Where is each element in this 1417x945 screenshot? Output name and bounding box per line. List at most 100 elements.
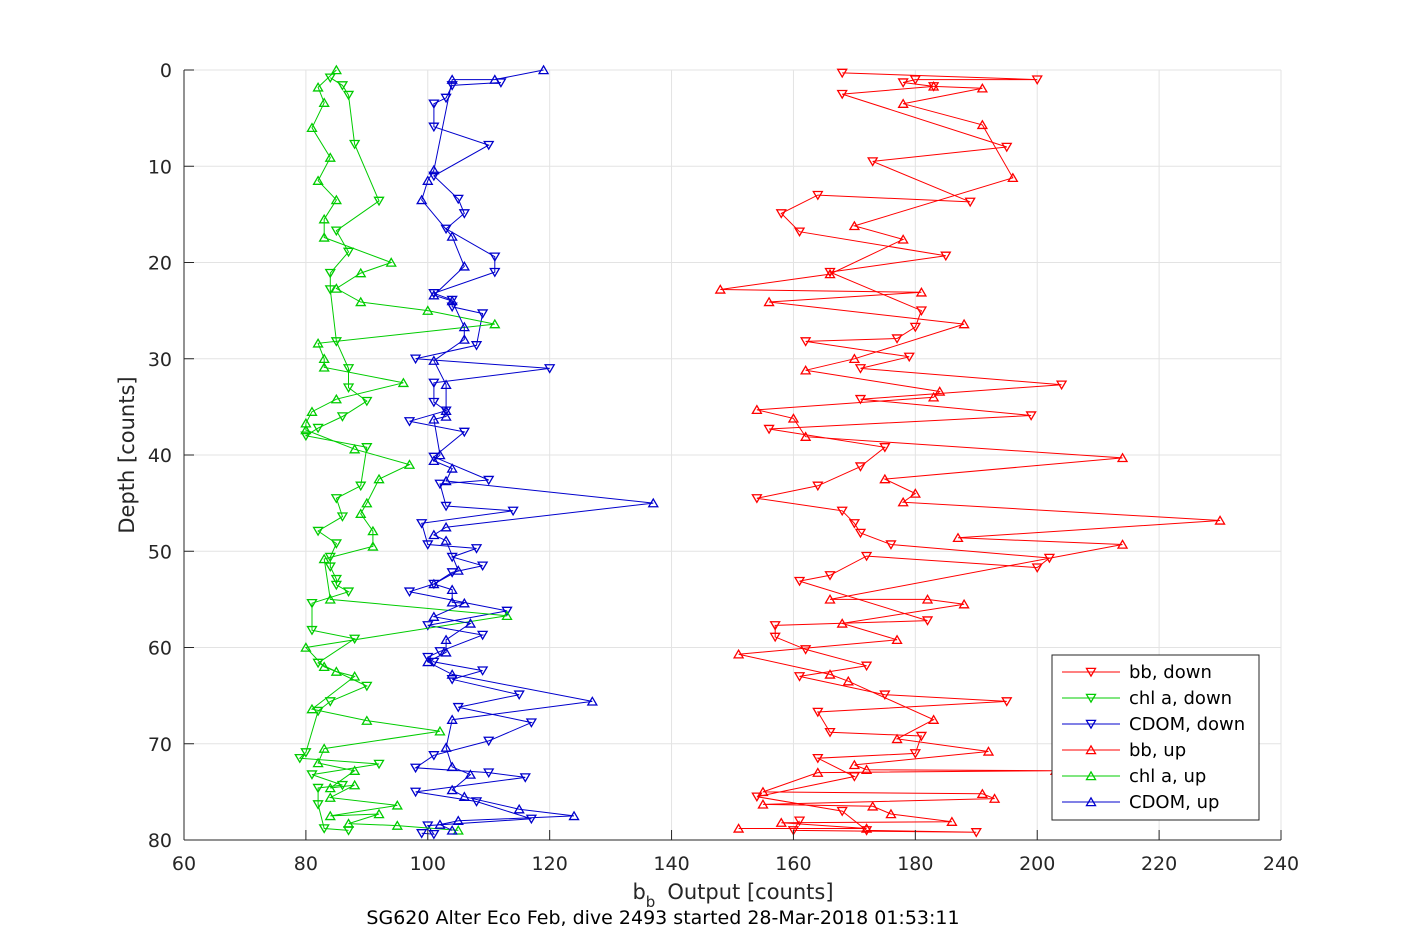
data-point-marker xyxy=(537,64,550,75)
data-point-marker xyxy=(751,404,763,415)
y-tick-label: 0 xyxy=(160,60,172,82)
data-point-marker xyxy=(434,725,446,736)
data-point-marker xyxy=(934,386,946,396)
data-point-marker xyxy=(330,494,342,504)
data-point-marker xyxy=(958,598,970,609)
data-point-marker xyxy=(330,226,342,237)
data-point-marker xyxy=(446,761,458,772)
data-point-marker xyxy=(812,707,824,718)
data-point-marker xyxy=(355,296,367,307)
data-point-marker xyxy=(848,353,861,364)
data-point-marker xyxy=(891,634,903,645)
data-point-marker xyxy=(324,697,336,707)
data-point-marker xyxy=(952,532,964,543)
x-tick-label: 140 xyxy=(653,853,689,875)
data-point-marker xyxy=(385,257,397,267)
data-point-marker xyxy=(860,826,873,836)
legend-entry: bb, down xyxy=(1062,662,1212,683)
data-point-marker xyxy=(885,540,897,550)
data-point-marker xyxy=(349,779,361,790)
series-0 xyxy=(751,68,1068,838)
data-point-marker xyxy=(342,90,355,101)
series-line xyxy=(304,69,508,831)
data-point-marker xyxy=(799,364,812,375)
data-point-marker xyxy=(879,690,891,700)
data-point-marker xyxy=(300,431,312,442)
data-point-marker xyxy=(544,364,556,374)
data-point-marker xyxy=(970,828,982,838)
data-point-marker xyxy=(312,800,324,810)
data-point-marker xyxy=(793,227,806,238)
data-point-marker xyxy=(397,377,410,388)
data-point-marker xyxy=(324,594,336,604)
data-point-marker xyxy=(958,318,970,329)
data-point-marker xyxy=(391,820,403,830)
data-point-marker xyxy=(312,338,324,348)
legend-entry: chl a, down xyxy=(1062,688,1232,709)
data-point-marker xyxy=(1031,75,1043,85)
data-point-marker xyxy=(1001,142,1013,153)
legend-entry: CDOM, up xyxy=(1062,792,1219,813)
data-point-marker xyxy=(428,397,440,408)
data-point-marker xyxy=(927,391,940,402)
data-point-marker xyxy=(330,64,342,75)
data-point-marker xyxy=(1214,515,1226,525)
data-point-marker xyxy=(836,89,848,100)
data-point-marker xyxy=(854,364,867,374)
data-point-marker xyxy=(458,791,470,801)
data-point-marker xyxy=(909,749,921,759)
data-point-marker xyxy=(476,666,489,676)
data-point-marker xyxy=(793,816,806,827)
x-tick-label: 80 xyxy=(294,853,318,875)
data-point-marker xyxy=(336,81,349,91)
data-point-marker xyxy=(751,792,763,803)
legend-entry: bb, up xyxy=(1062,740,1186,761)
data-point-marker xyxy=(836,506,848,517)
data-point-marker xyxy=(318,362,330,372)
data-point-marker xyxy=(422,540,434,550)
data-point-marker xyxy=(1085,693,1097,704)
data-point-marker xyxy=(342,383,355,393)
data-point-marker xyxy=(446,584,458,594)
data-point-marker xyxy=(422,656,434,667)
data-point-marker xyxy=(842,675,854,686)
data-point-marker xyxy=(793,672,806,682)
x-tick-label: 240 xyxy=(1263,853,1299,875)
data-point-marker xyxy=(799,337,812,347)
data-point-marker xyxy=(483,736,495,747)
data-point-marker xyxy=(848,519,861,529)
data-point-marker xyxy=(903,352,915,363)
data-point-marker xyxy=(909,488,921,498)
data-point-marker xyxy=(312,423,324,434)
data-point-marker xyxy=(854,394,867,405)
y-tick-label: 10 xyxy=(148,156,172,178)
data-point-marker xyxy=(324,268,336,279)
data-point-marker xyxy=(446,552,458,563)
data-point-marker xyxy=(860,661,873,672)
data-point-marker xyxy=(824,594,836,604)
data-point-marker xyxy=(428,164,440,175)
data-point-marker xyxy=(428,529,440,540)
series-line xyxy=(298,77,380,831)
data-point-marker xyxy=(428,414,440,424)
data-point-marker xyxy=(458,334,470,344)
data-point-marker xyxy=(440,411,452,421)
data-point-marker xyxy=(428,378,440,389)
data-point-marker xyxy=(909,322,921,333)
data-point-marker xyxy=(446,463,458,473)
y-tick-label: 40 xyxy=(148,445,172,467)
data-point-marker xyxy=(318,824,330,834)
data-point-marker xyxy=(525,718,538,728)
data-point-marker xyxy=(854,528,867,539)
data-point-marker xyxy=(757,799,769,809)
data-point-marker xyxy=(458,321,470,332)
data-point-marker xyxy=(318,661,330,671)
data-point-marker xyxy=(361,715,373,725)
data-point-marker xyxy=(769,632,781,643)
data-point-marker xyxy=(476,630,489,641)
data-point-marker xyxy=(1001,697,1013,707)
data-point-marker xyxy=(470,544,483,554)
data-point-marker xyxy=(763,424,775,435)
data-point-marker xyxy=(483,140,495,151)
data-point-marker xyxy=(1116,539,1129,549)
